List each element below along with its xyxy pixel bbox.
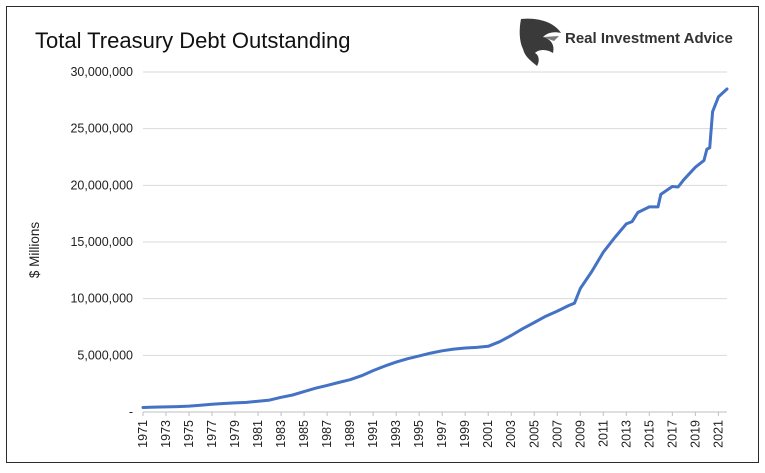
x-tick-label: 1995 [412,420,426,448]
y-tick-label: 5,000,000 [77,348,133,362]
x-tick-label: 1989 [343,420,357,448]
x-tick-label: 1997 [435,420,449,448]
x-tick-label: 2011 [596,420,610,447]
y-tick-label: - [129,405,133,419]
x-tick-label: 1979 [228,420,242,448]
x-tick-label: 2005 [527,420,541,448]
x-tick-label: 1983 [274,420,288,448]
series-layer [141,87,729,409]
x-tick-label: 2019 [688,420,702,448]
x-tick-label: 1985 [297,420,311,448]
chart-title: Total Treasury Debt Outstanding [35,28,351,53]
gridlines [143,71,727,413]
y-tick-label: 15,000,000 [70,235,133,249]
chart-frame: Total Treasury Debt Outstanding Real Inv… [6,6,759,463]
y-tick-label: 20,000,000 [70,178,133,192]
y-tick-label: 25,000,000 [70,122,133,136]
x-tick-label: 1991 [366,420,380,448]
x-tick-label: 1977 [205,420,219,448]
brand-logo: Real Investment Advice [519,18,733,66]
series-line [141,87,729,409]
y-axis-label: $ Millions [27,222,42,279]
eagle-head-icon [519,18,561,66]
y-tick-label: 30,000,000 [70,65,133,79]
x-tick-label: 2009 [573,420,587,448]
x-tick-label: 2021 [711,420,725,448]
x-tick-label: 1973 [159,420,173,448]
x-tick-label: 2013 [619,420,633,448]
x-tick-label: 1975 [182,420,196,448]
y-axis-ticks: - 5,000,000 10,000,000 15,000,000 20,000,000… [70,65,133,419]
x-tick-label: 1999 [458,420,472,448]
y-tick-label: 10,000,000 [70,292,133,306]
x-tick-label: 2007 [550,420,564,448]
x-axis-ticks: 1971 1973 1975 1977 1979 1981 1983 1985 1987 1989… [136,412,725,448]
x-tick-label: 2003 [504,420,518,448]
x-tick-label: 1981 [251,420,265,448]
x-tick-label: 1987 [320,420,334,448]
x-tick-label: 1993 [389,420,403,448]
chart: Total Treasury Debt Outstanding Real Inv… [27,18,733,448]
x-tick-label: 2015 [642,420,656,448]
brand-name: Real Investment Advice [565,30,733,47]
x-tick-label: 2001 [481,420,495,448]
x-tick-label: 1971 [136,420,150,448]
x-tick-label: 2017 [665,420,679,448]
